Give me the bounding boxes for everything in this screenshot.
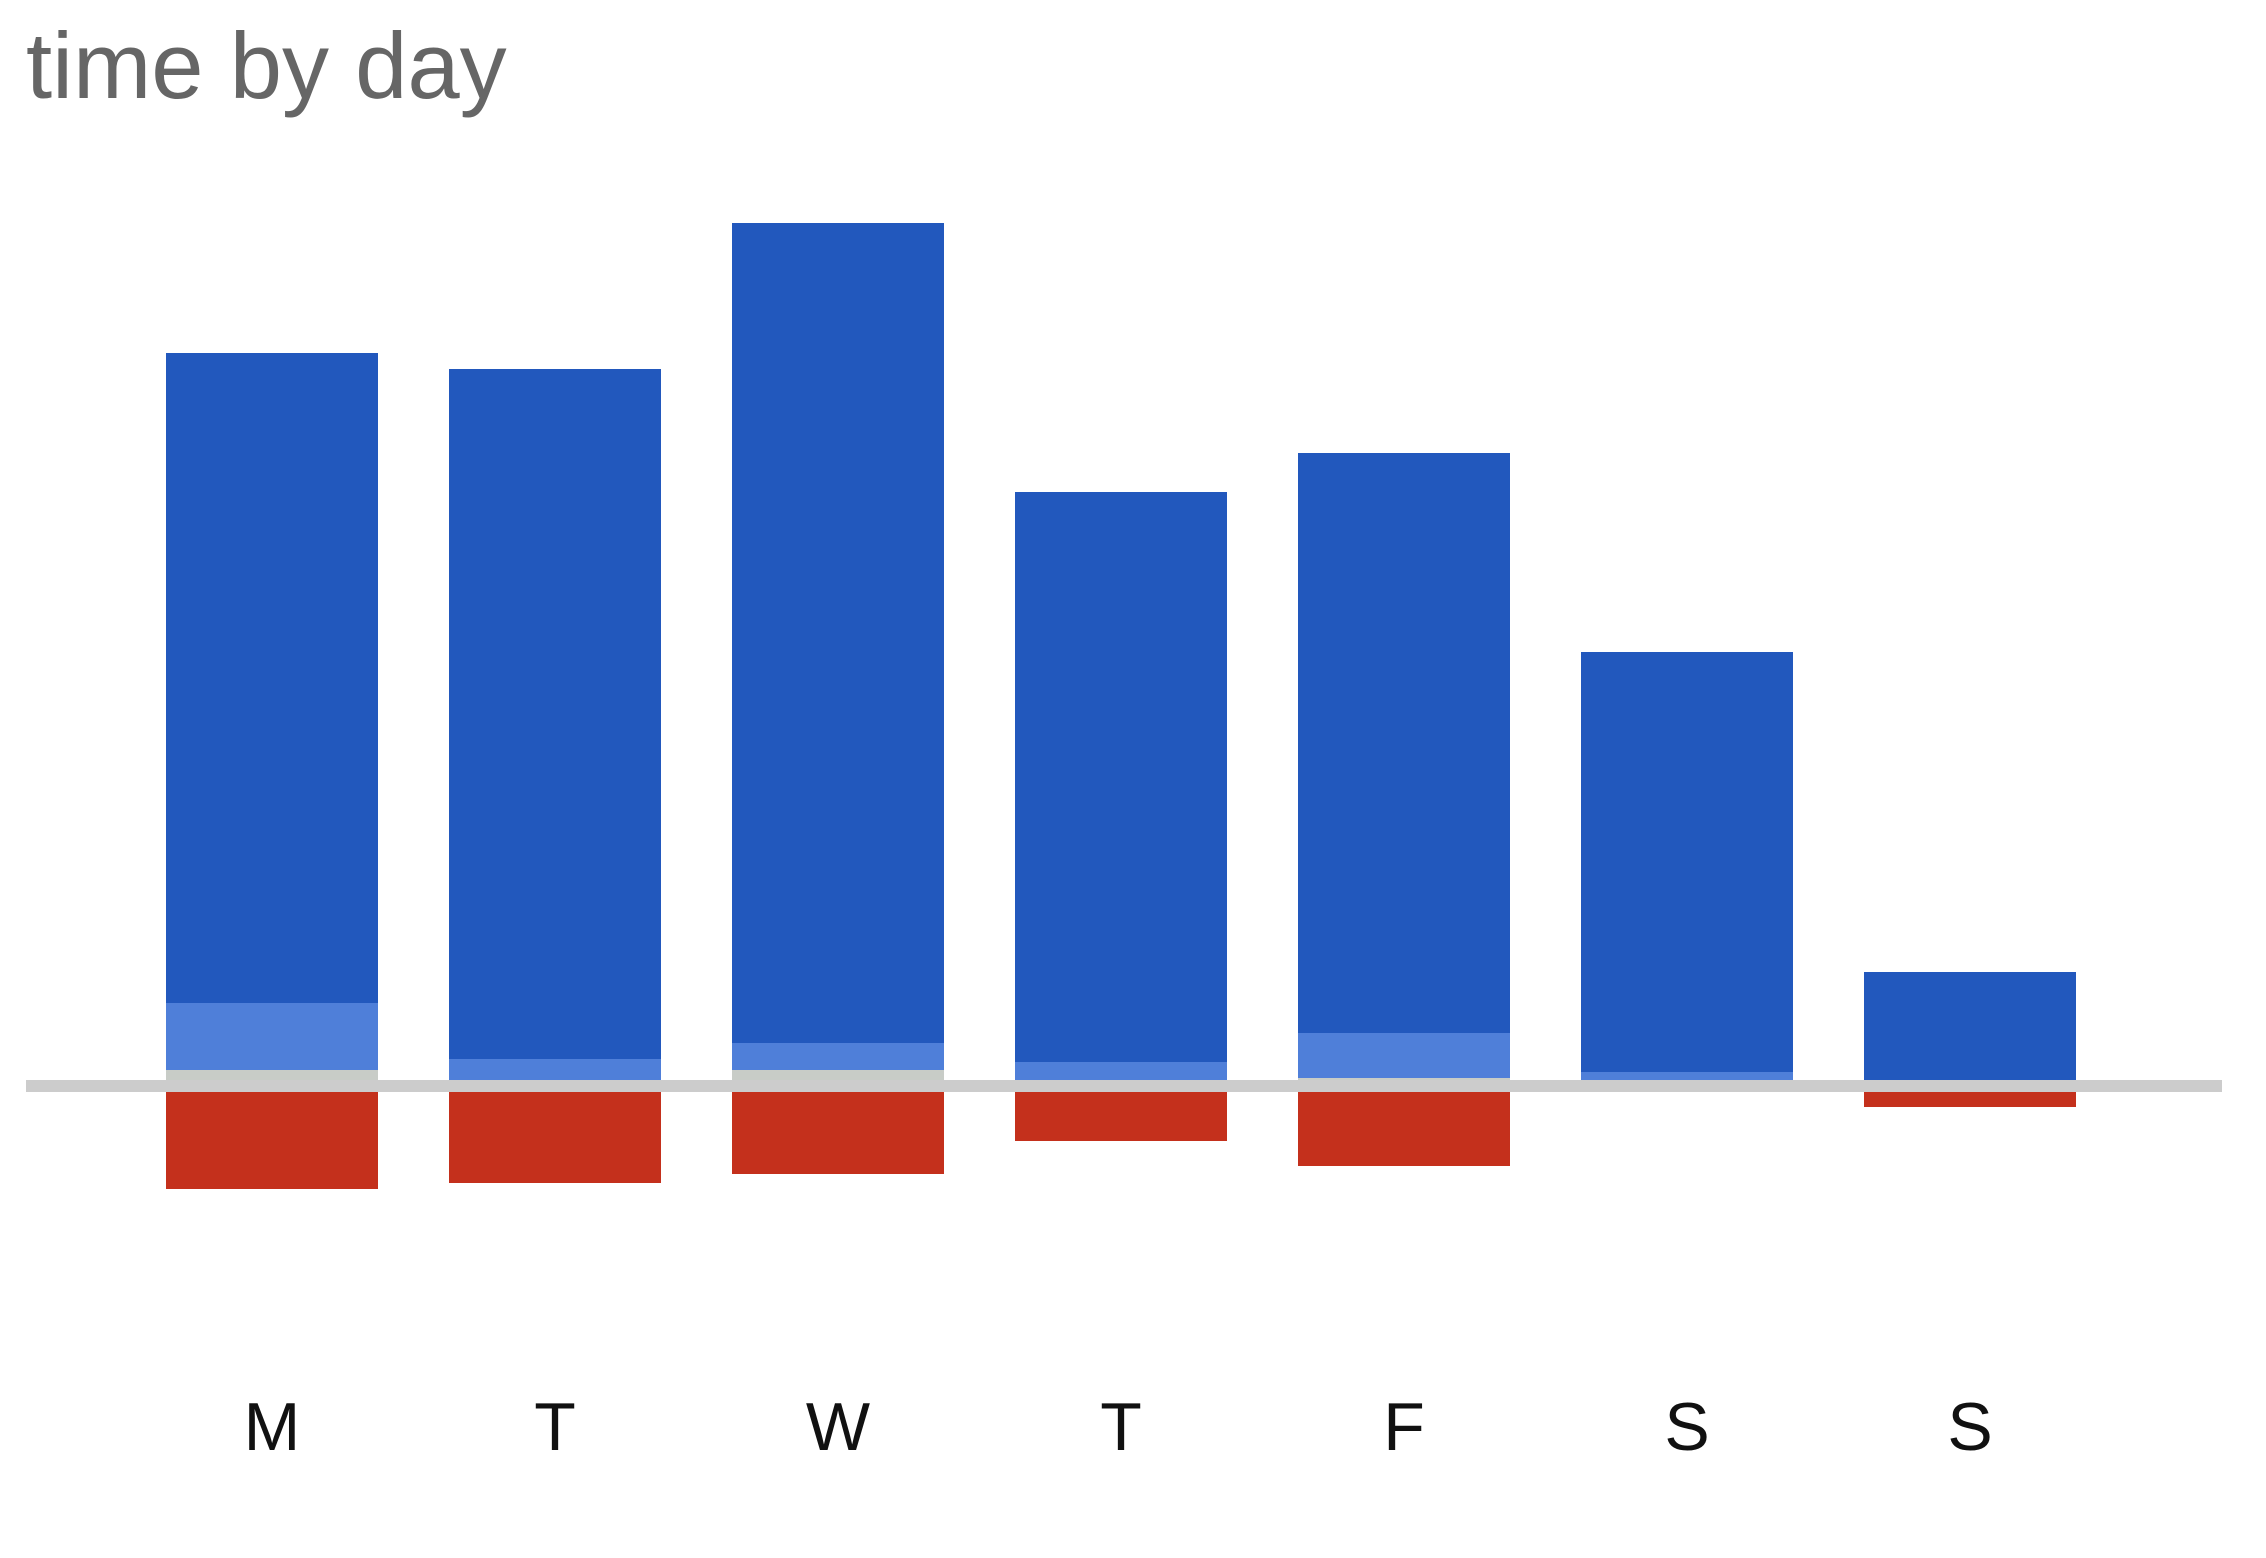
x-tick-label: T <box>1100 1389 1142 1465</box>
x-tick-label: F <box>1383 1389 1425 1465</box>
bar-negative-2 <box>732 1086 944 1174</box>
zero-baseline <box>26 1080 2222 1092</box>
bar-segment-2-2 <box>732 223 944 1043</box>
bar-segment-5-2 <box>1581 652 1793 1072</box>
bar-segment-4-1 <box>1298 1033 1510 1078</box>
bar-segment-0-1 <box>166 1003 378 1070</box>
bar-segment-1-2 <box>449 369 661 1059</box>
bar-negative-0 <box>166 1086 378 1189</box>
x-tick-label: S <box>1664 1389 1709 1465</box>
bar-segment-3-2 <box>1015 492 1227 1062</box>
bar-segment-4-2 <box>1298 453 1510 1033</box>
chart-title: time by day <box>26 13 507 118</box>
x-tick-label: M <box>244 1389 301 1465</box>
bar-negative-3 <box>1015 1086 1227 1141</box>
bar-segment-6-2 <box>1864 972 2076 1082</box>
bar-segment-2-1 <box>732 1043 944 1070</box>
x-tick-label: W <box>806 1389 870 1465</box>
x-tick-label: S <box>1947 1389 1992 1465</box>
bar-segment-0-2 <box>166 353 378 1003</box>
bar-negative-1 <box>449 1086 661 1183</box>
x-tick-label: T <box>534 1389 576 1465</box>
bar-negative-4 <box>1298 1086 1510 1166</box>
